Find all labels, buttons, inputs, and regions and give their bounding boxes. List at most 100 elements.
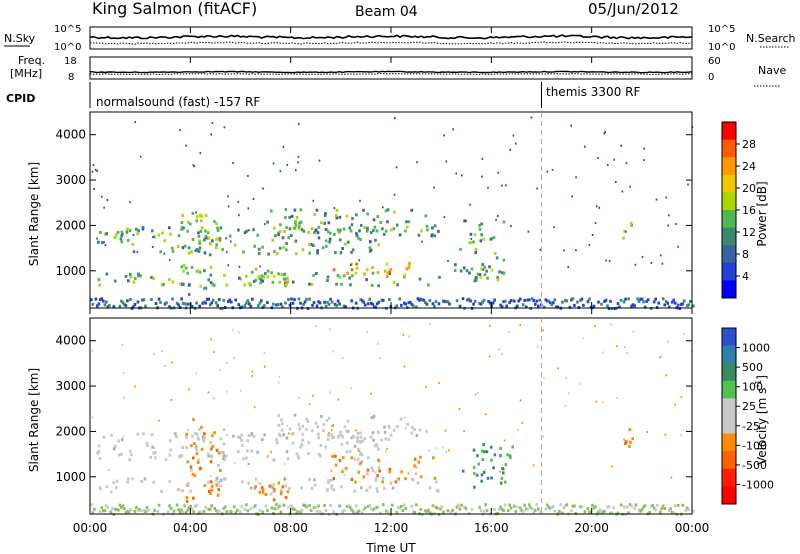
heatmap-cell [305,427,308,431]
heatmap-cell [486,476,490,480]
scatter-cell [481,300,484,304]
scatter-cell [378,511,382,515]
heatmap-cell [473,279,477,283]
heatmap-cell [261,491,265,495]
scatter-cell [521,303,525,307]
scatter-cell [237,303,241,307]
scatter-cell [360,299,364,303]
noise-cell [195,211,197,214]
scatter-cell [523,503,527,507]
noise-cell [530,116,533,119]
scatter-cell [314,506,317,510]
heatmap-cell [298,221,301,225]
scatter-cell [398,506,402,510]
heatmap-cell [357,447,360,451]
scatter-cell [238,510,242,514]
scatter-cell [579,505,582,509]
heatmap-cell [311,429,314,433]
noise-cell [129,201,131,204]
heatmap-cell [404,477,407,481]
scatter-cell [458,507,462,511]
heatmap-cell [245,456,248,460]
noise-cell [501,184,503,187]
scatter-cell [387,298,391,302]
heatmap-cell [390,228,393,232]
heatmap-cell [359,238,362,241]
heatmap-cell [489,445,493,449]
heatmap-cell [250,449,253,453]
heatmap-cell [280,489,283,493]
heatmap-cell [416,481,420,485]
scatter-cell [431,504,435,508]
heatmap-cell [366,472,369,476]
heatmap-cell [338,238,342,242]
heatmap-cell [219,226,223,230]
heatmap-cell [360,453,364,457]
heatmap-cell [168,226,171,230]
heatmap-cell [127,477,130,481]
scatter-cell [192,510,195,514]
heatmap-cell [326,489,329,492]
scatter-cell [642,505,645,509]
heatmap-cell [477,462,480,466]
heatmap-cell [277,414,281,418]
noise-cell [393,193,396,196]
scatter-cell [199,510,203,514]
heatmap-cell [259,281,262,285]
heatmap-cell [328,237,332,241]
scatter-cell [597,300,600,304]
scatter-cell [391,503,394,507]
heatmap-cell [251,270,254,274]
heatmap-cell [350,478,354,481]
scatter-cell [159,300,162,304]
heatmap-cell [503,480,507,484]
heatmap-cell [210,488,214,492]
nsky-tick-bottom: 10^0 [54,42,81,53]
heatmap-cell [323,213,327,217]
scatter-cell [509,299,513,303]
heatmap-cell [130,453,133,457]
heatmap-cell [400,470,403,474]
nave-tick-bottom: 0 [708,72,714,83]
scatter-cell [637,508,641,512]
scatter-cell [473,299,477,303]
heatmap-cell [419,475,423,479]
noise-cell [288,432,290,435]
scatter-cell [586,507,590,511]
noise-cell [404,416,406,419]
heatmap-cell [624,440,628,444]
scatter-cell [630,304,633,308]
heatmap-cell [480,267,483,271]
scatter-cell [121,504,125,508]
noise-cell [308,403,311,406]
scatter-cell [592,304,596,308]
scatter-cell [327,513,331,517]
y-tick-label: 1000 [55,470,86,484]
scatter-cell [594,505,597,509]
heatmap-cell [332,477,336,481]
heatmap-cell [199,466,202,470]
heatmap-cell [346,429,350,433]
scatter-cell [350,508,353,512]
heatmap-cell [469,232,473,236]
scatter-cell [156,509,159,513]
heatmap-cell [479,239,483,243]
noise-cell [675,223,677,225]
scatter-cell [692,304,695,308]
noise-cell [495,218,497,221]
noise-cell [484,468,486,471]
heatmap-cell [381,227,384,231]
heatmap-cell [315,228,318,232]
scatter-cell [315,304,319,308]
heatmap-cell [328,240,331,244]
scatter-cell [369,507,373,511]
heatmap-cell [493,453,497,457]
colorbar-swatch [722,328,736,347]
noise-cell [168,259,171,262]
heatmap-cell [290,214,294,218]
heatmap-cell [281,422,284,426]
scatter-cell [342,508,346,512]
heatmap-cell [198,239,201,243]
heatmap-cell [319,454,322,458]
heatmap-cell [377,447,380,451]
